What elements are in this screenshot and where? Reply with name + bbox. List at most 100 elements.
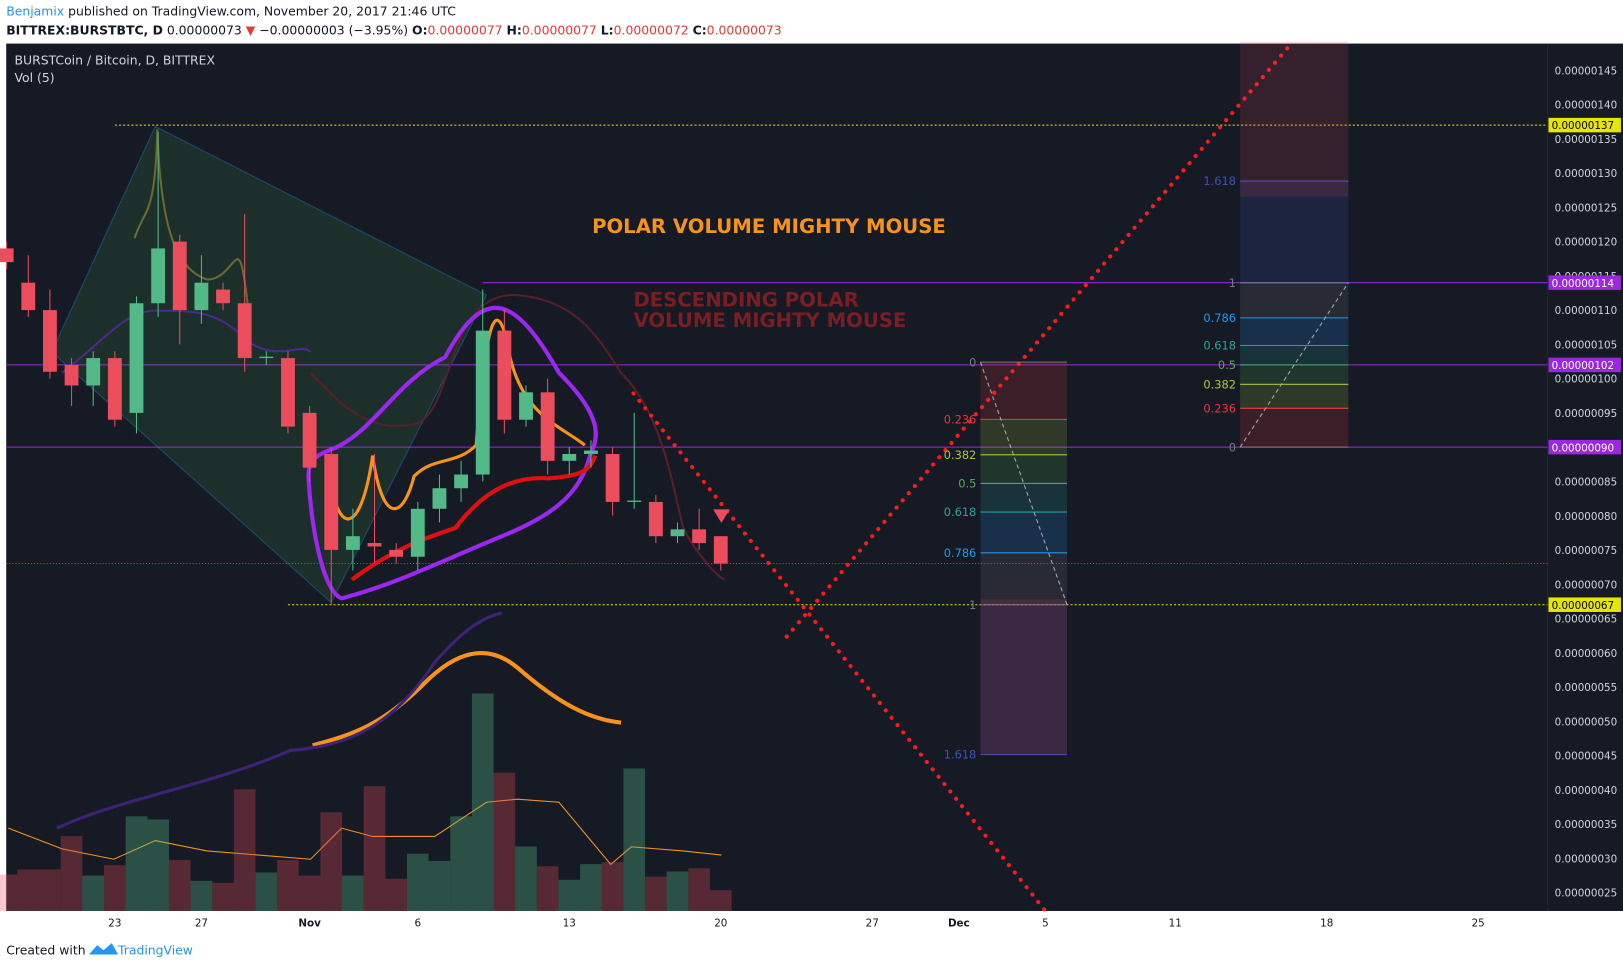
y-tick-label: 0.00000045 xyxy=(1555,751,1618,763)
y-tick-label: 0.00000070 xyxy=(1555,579,1618,591)
l-label: L: xyxy=(601,22,614,37)
indicator-line xyxy=(312,651,622,748)
y-tick-label: 0.00000025 xyxy=(1555,888,1618,900)
candle-body xyxy=(670,529,685,537)
y-tick-label: 0.00000125 xyxy=(1555,202,1618,214)
footer-brand[interactable]: TradingView xyxy=(117,942,193,957)
fib-label: 1.618 xyxy=(1203,174,1236,188)
candle-body xyxy=(584,450,598,454)
volume-bar xyxy=(601,862,624,911)
y-tick-label: 0.00000035 xyxy=(1555,819,1618,831)
volume-bar xyxy=(406,853,429,911)
candle-body xyxy=(367,543,382,547)
chart-subtitle: Vol (5) xyxy=(14,70,54,85)
o: 0.00000077 xyxy=(428,22,503,37)
price-label-bg xyxy=(1548,275,1621,290)
volume-bar xyxy=(385,878,407,911)
y-tick-label: 0.00000120 xyxy=(1555,237,1618,249)
y-tick-label: 0.00000040 xyxy=(1555,785,1618,797)
published: published on TradingView.com, November 2… xyxy=(68,4,456,19)
y-tick-label: 0.00000080 xyxy=(1555,511,1618,523)
ohlc-line: BITTREX:BURSTBTC, D 0.00000073 ▼ −0.0000… xyxy=(6,22,781,37)
candle-body xyxy=(432,488,447,509)
candle-body xyxy=(519,392,533,420)
y-tick-label: 0.00000030 xyxy=(1555,853,1618,865)
volume-bar xyxy=(60,836,83,911)
x-tick-label: 27 xyxy=(195,917,208,929)
candles xyxy=(0,131,728,605)
h-label: H: xyxy=(506,22,521,37)
volume-bar xyxy=(558,879,581,911)
y-tick-label: 0.00000100 xyxy=(1555,374,1618,386)
candle-body xyxy=(0,248,14,263)
fib-label: 0.236 xyxy=(1203,401,1236,415)
candle-body xyxy=(129,303,144,413)
volume-bar xyxy=(255,872,278,911)
polar-inner xyxy=(329,318,586,521)
fib-label: 0.5 xyxy=(1218,358,1236,372)
annotation: VOLUME MIGHTY MOUSE xyxy=(633,309,906,332)
volume-ma xyxy=(8,798,722,866)
fib-band xyxy=(980,454,1068,484)
indicator-line xyxy=(309,294,726,581)
volume-bar xyxy=(298,875,321,911)
volume-bar xyxy=(688,868,710,911)
fib-outer xyxy=(980,599,1068,755)
volume-bar xyxy=(147,819,169,911)
fib-label: 0.382 xyxy=(1203,377,1236,391)
price-label: 0.00000114 xyxy=(1552,278,1615,290)
annotation: DESCENDING POLAR xyxy=(633,288,858,311)
fib-band xyxy=(1240,317,1349,346)
x-tick-label: 6 xyxy=(415,917,422,929)
chart-title: BURSTCoin / Bitcoin, D, BITTREX xyxy=(14,52,215,67)
y-tick-label: 0.00000065 xyxy=(1555,614,1618,626)
fib-band xyxy=(1240,345,1349,365)
fib-band xyxy=(980,483,1068,513)
candle-body xyxy=(21,282,36,311)
fib-band xyxy=(980,552,1068,605)
y-tick-label: 0.00000075 xyxy=(1555,545,1618,557)
fib-outer xyxy=(1240,41,1349,197)
volume xyxy=(0,693,732,911)
arrow: ▼ xyxy=(246,22,256,37)
candle-body xyxy=(42,310,57,372)
c: 0.00000073 xyxy=(707,22,782,37)
price-label: 0.00000067 xyxy=(1552,600,1615,612)
candle-body xyxy=(194,282,209,311)
volume-bar xyxy=(0,874,18,911)
fib-band xyxy=(980,362,1068,420)
fib-label: 1 xyxy=(1229,276,1236,290)
candle-body xyxy=(692,529,707,544)
fib-label: 0.786 xyxy=(944,546,977,560)
fib-band xyxy=(1240,181,1349,283)
fib-label: 0.618 xyxy=(944,505,977,519)
candle-body xyxy=(540,392,555,461)
y-tick-label: 0.00000050 xyxy=(1555,716,1618,728)
volume-bar xyxy=(709,890,732,911)
fib-band xyxy=(1240,408,1349,448)
fib-band xyxy=(980,419,1068,455)
fib-band xyxy=(980,512,1068,553)
volume-bar xyxy=(82,875,105,911)
candle-body xyxy=(237,303,252,359)
price-label-bg xyxy=(1548,439,1621,455)
fib-label: 1.618 xyxy=(944,748,977,762)
volume-bar xyxy=(515,846,537,911)
fib-label: 0.786 xyxy=(1203,311,1236,325)
candle-body xyxy=(107,358,122,420)
footer-created: Created with xyxy=(6,942,85,957)
symbol: BITTREX:BURSTBTC, D xyxy=(6,22,163,37)
candle-body xyxy=(86,358,101,386)
y-tick-label: 0.00000135 xyxy=(1555,134,1618,146)
fib-label: 0.382 xyxy=(944,448,977,462)
candle-body xyxy=(302,412,317,468)
candle-body xyxy=(497,330,512,420)
volume-bar xyxy=(233,789,256,911)
volume-bar xyxy=(342,875,364,911)
candle-body xyxy=(410,508,425,557)
price-label-bg xyxy=(1548,597,1621,612)
fib-band xyxy=(1240,282,1349,318)
fib-band xyxy=(980,604,1068,755)
author: Benjamix xyxy=(6,4,64,19)
